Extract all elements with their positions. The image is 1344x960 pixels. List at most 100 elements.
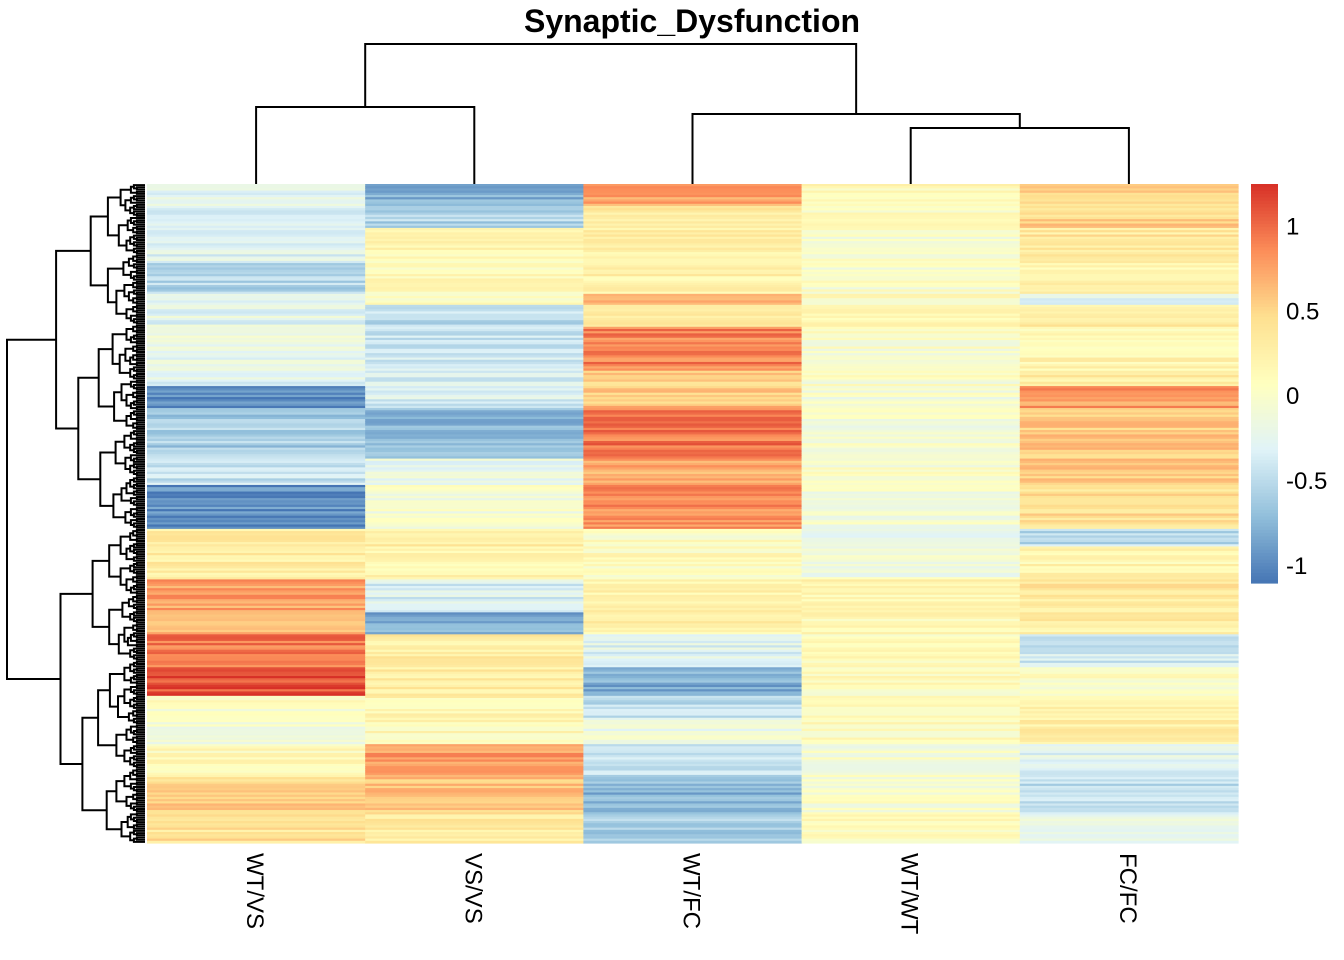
- legend-swatch: [1251, 386, 1278, 391]
- heatmap-cell: [801, 258, 1021, 262]
- heatmap-cell: [801, 328, 1021, 332]
- heatmap-cell: [147, 548, 366, 552]
- heatmap-cell: [583, 394, 803, 398]
- legend-swatch: [1251, 473, 1278, 478]
- heatmap-cell: [1019, 493, 1239, 497]
- heatmap-cell: [147, 748, 366, 752]
- heatmap-cell: [147, 579, 366, 583]
- dendrogram-link: [135, 471, 145, 477]
- dendrogram-link: [135, 219, 145, 224]
- heatmap-cell: [1019, 709, 1239, 712]
- heatmap-cell: [147, 794, 366, 798]
- heatmap-cell: [583, 684, 803, 688]
- heatmap-cell: [801, 416, 1021, 420]
- dendrogram-link: [135, 836, 145, 841]
- heatmap-cell: [801, 410, 1021, 414]
- heatmap-cell: [801, 322, 1021, 326]
- heatmap-cell: [801, 522, 1021, 526]
- heatmap-cell: [147, 636, 366, 640]
- heatmap-cell: [147, 370, 366, 374]
- dendrogram-link: [135, 203, 145, 209]
- heatmap-cell: [365, 706, 584, 710]
- heatmap-cell: [583, 324, 803, 328]
- heatmap-cell: [365, 566, 584, 570]
- heatmap-cell: [801, 713, 1021, 717]
- dendrogram-link: [132, 422, 137, 429]
- heatmap-cell: [147, 390, 366, 394]
- heatmap-cell: [801, 256, 1021, 260]
- heatmap-cell: [147, 458, 366, 462]
- heatmap-cell: [147, 755, 366, 758]
- heatmap-cell: [801, 577, 1021, 580]
- heatmap-cell: [801, 214, 1021, 218]
- heatmap-cell: [147, 715, 366, 719]
- dendrogram-link: [113, 391, 127, 422]
- heatmap-cell: [147, 506, 366, 510]
- heatmap-cell: [583, 412, 803, 416]
- heatmap-cell: [1019, 394, 1239, 398]
- legend-swatch: [1251, 446, 1278, 451]
- heatmap-cell: [583, 695, 803, 699]
- legend-swatch: [1251, 203, 1278, 208]
- heatmap-cell: [583, 546, 803, 550]
- heatmap-cell: [1019, 689, 1239, 693]
- heatmap-cell: [147, 245, 366, 249]
- heatmap-cell: [147, 454, 366, 457]
- heatmap-cell: [1019, 289, 1239, 293]
- heatmap-cell: [801, 403, 1021, 407]
- heatmap-cell: [583, 342, 803, 345]
- heatmap-cell: [1019, 366, 1239, 370]
- heatmap-cell: [147, 761, 366, 765]
- heatmap-cell: [147, 223, 366, 227]
- heatmap-cell: [801, 805, 1021, 809]
- heatmap-cell: [1019, 603, 1239, 607]
- heatmap-cell: [147, 383, 366, 387]
- heatmap-cell: [365, 423, 584, 427]
- legend-swatch: [1251, 493, 1278, 498]
- heatmap-cell: [801, 834, 1021, 838]
- heatmap-cell: [583, 328, 803, 332]
- heatmap-cell: [583, 517, 803, 521]
- heatmap-cell: [801, 623, 1021, 627]
- heatmap-cell: [583, 610, 803, 613]
- heatmap-cell: [365, 796, 584, 800]
- heatmap-cell: [147, 746, 366, 750]
- dendrogram-link: [135, 720, 145, 725]
- heatmap-cell: [1019, 223, 1239, 227]
- dendrogram-link: [135, 674, 145, 679]
- heatmap-cell: [365, 553, 584, 556]
- heatmap-cell: [801, 520, 1021, 523]
- dendrogram-link: [108, 608, 123, 646]
- legend-swatch: [1251, 297, 1278, 301]
- heatmap-cell: [1019, 544, 1239, 548]
- heatmap-cell: [365, 203, 584, 207]
- heatmap-cell: [147, 741, 366, 745]
- heatmap-cell: [365, 493, 584, 497]
- heatmap-cell: [583, 335, 803, 339]
- heatmap-cell: [1019, 618, 1239, 622]
- heatmap-cell: [583, 513, 803, 517]
- heatmap-cell: [1019, 671, 1239, 675]
- heatmap-cell: [583, 799, 803, 802]
- heatmap-cell: [147, 651, 366, 655]
- heatmap-cell: [801, 766, 1021, 769]
- dendrogram-link: [132, 255, 137, 262]
- heatmap-cell: [1019, 575, 1239, 578]
- heatmap-cell: [1019, 430, 1239, 433]
- heatmap-cell: [583, 225, 803, 229]
- heatmap-cell: [1019, 581, 1239, 585]
- heatmap-cell: [365, 783, 584, 787]
- heatmap-cell: [1019, 258, 1239, 262]
- heatmap-cell: [365, 612, 584, 616]
- dendrogram-link: [135, 333, 145, 338]
- heatmap-cell: [801, 796, 1021, 800]
- heatmap-cell: [1019, 517, 1239, 521]
- heatmap-cell: [365, 616, 584, 620]
- heatmap-cell: [365, 715, 584, 719]
- heatmap-cell: [1019, 269, 1239, 273]
- heatmap-cell: [1019, 634, 1239, 638]
- heatmap-cell: [583, 278, 803, 282]
- heatmap-cell: [365, 618, 584, 622]
- heatmap-cell: [801, 750, 1021, 754]
- heatmap-cell: [1019, 219, 1239, 222]
